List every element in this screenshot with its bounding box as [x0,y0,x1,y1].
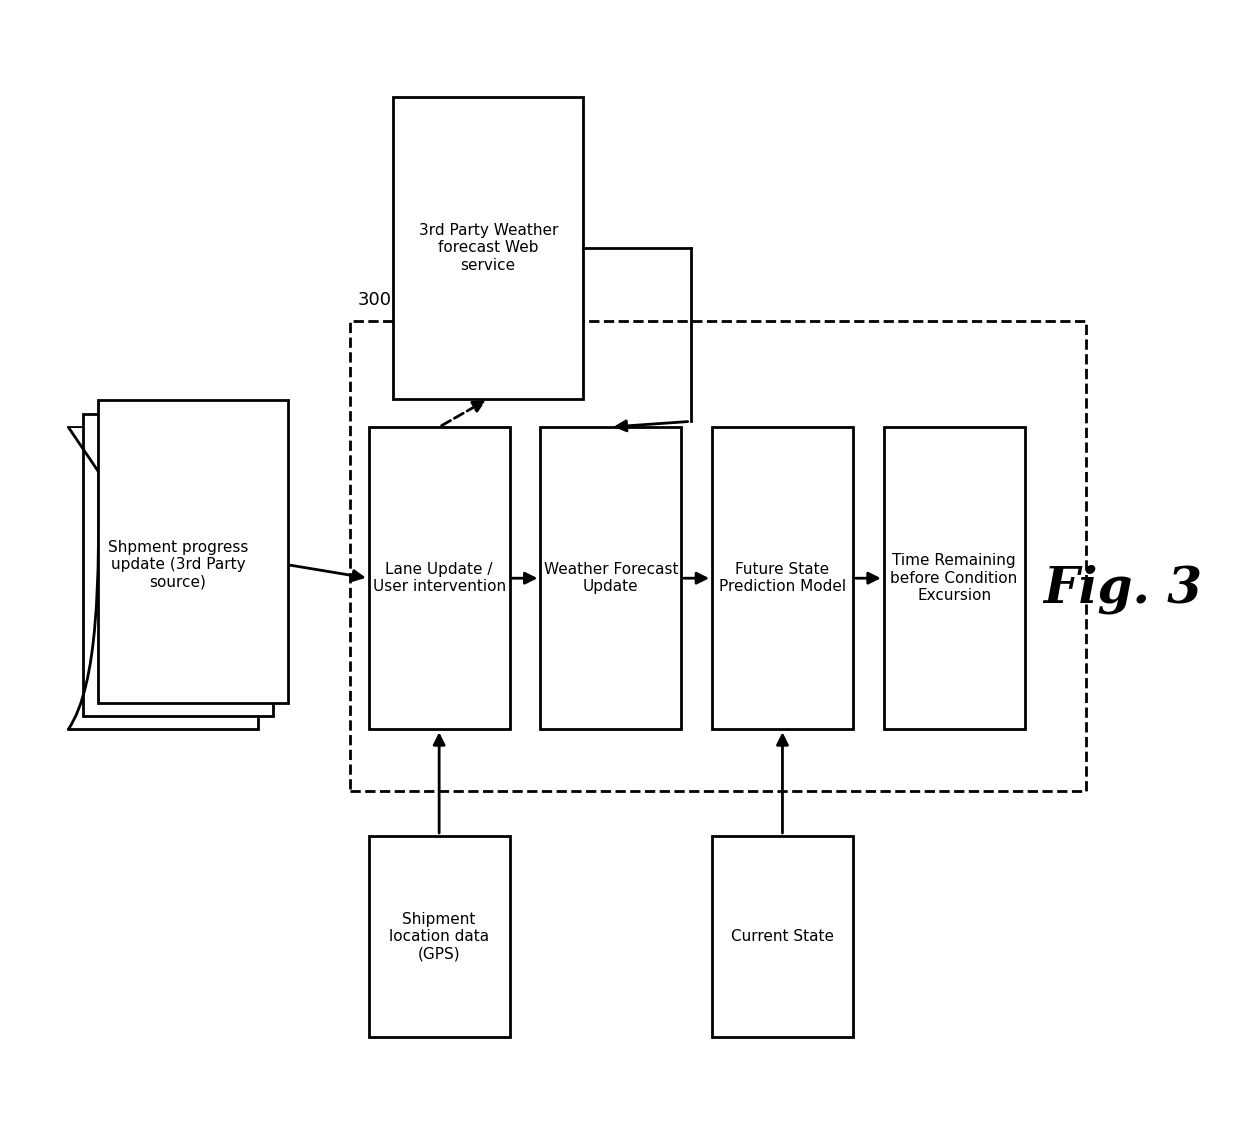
Text: 300: 300 [357,291,392,310]
FancyBboxPatch shape [712,836,853,1038]
Text: Shpment progress
update (3rd Party
source): Shpment progress update (3rd Party sourc… [108,540,248,590]
Text: 3rd Party Weather
forecast Web
service: 3rd Party Weather forecast Web service [419,223,558,272]
FancyBboxPatch shape [541,428,681,729]
FancyBboxPatch shape [368,836,510,1038]
Text: Time Remaining
before Condition
Excursion: Time Remaining before Condition Excursio… [890,553,1018,603]
FancyBboxPatch shape [68,428,258,729]
Text: Shipment
location data
(GPS): Shipment location data (GPS) [389,912,490,962]
FancyBboxPatch shape [393,96,583,399]
FancyBboxPatch shape [884,428,1024,729]
Text: Weather Forecast
Update: Weather Forecast Update [543,562,678,594]
Text: Current State: Current State [730,929,835,945]
Text: Fig. 3: Fig. 3 [1043,565,1203,615]
Text: Future State
Prediction Model: Future State Prediction Model [719,562,846,594]
FancyBboxPatch shape [712,428,853,729]
FancyBboxPatch shape [66,429,103,728]
FancyBboxPatch shape [98,400,288,703]
FancyBboxPatch shape [368,428,510,729]
FancyBboxPatch shape [83,414,273,716]
Text: Lane Update /
User intervention: Lane Update / User intervention [372,562,506,594]
